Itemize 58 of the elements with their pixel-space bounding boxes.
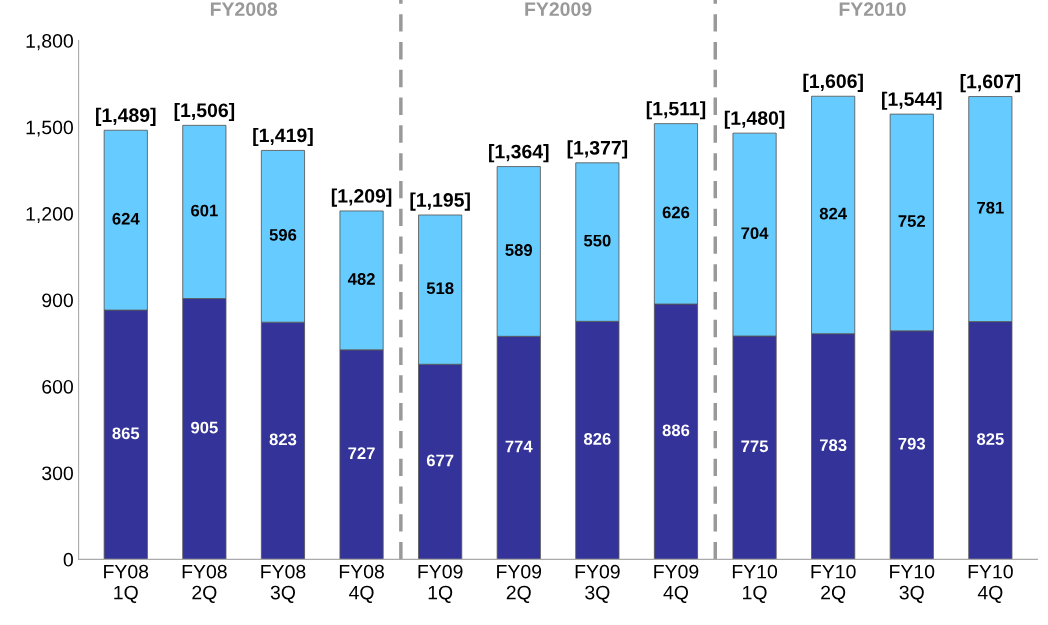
x-tick-label: FY09 2Q	[497, 564, 542, 603]
y-tick-label: 300	[42, 466, 73, 481]
total-label: [1,480]	[724, 110, 785, 129]
data-label: 601	[191, 204, 218, 217]
data-label: 793	[898, 437, 926, 450]
x-tick-label: FY08 3Q	[261, 564, 306, 603]
x-tick-label: FY10 4Q	[968, 564, 1013, 603]
total-label: [1,419]	[253, 127, 313, 147]
x-tick-label: FY08 1Q	[104, 564, 149, 603]
x-tick-label: FY10 3Q	[890, 564, 935, 603]
data-label: 823	[269, 433, 297, 446]
data-label: 550	[583, 234, 611, 247]
data-label: 677	[426, 454, 454, 467]
x-tick-label: FY09 1Q	[418, 564, 463, 603]
text: FY2009	[525, 2, 592, 17]
y-tick-label: 1,800	[26, 34, 73, 51]
y-tick-label: 600	[42, 379, 73, 394]
total-label: [1,195]	[410, 192, 470, 211]
data-label: 752	[898, 215, 925, 227]
x-tick-label: FY09 3Q	[575, 564, 620, 603]
y-tick-label: 900	[42, 293, 73, 308]
x-tick-label: FY10 2Q	[811, 564, 856, 603]
total-label: [1,489]	[96, 107, 156, 126]
data-label: 886	[662, 424, 690, 437]
data-label: 781	[977, 201, 1004, 214]
x-tick-label: FY08 2Q	[182, 564, 227, 603]
data-label: 482	[347, 273, 375, 285]
data-label: 518	[426, 282, 454, 295]
total-label: [1,506]	[174, 102, 235, 122]
data-label: 824	[819, 207, 847, 220]
data-label: 905	[191, 421, 218, 434]
data-label: 826	[583, 433, 611, 445]
total-label: [1,607]	[960, 74, 1021, 93]
y-tick-label: 1,200	[26, 207, 73, 224]
data-label: 727	[348, 447, 375, 459]
x-tick-label: FY09 4Q	[654, 564, 699, 603]
data-label: 704	[741, 227, 769, 240]
data-label: 589	[505, 244, 533, 256]
total-label: [1,209]	[331, 188, 392, 207]
data-label: 626	[662, 206, 690, 219]
data-label: 865	[112, 427, 140, 440]
data-label: 774	[505, 440, 533, 453]
total-label: [1,377]	[567, 140, 628, 159]
y-tick-label: 1,500	[26, 120, 73, 137]
total-label: [1,511]	[646, 101, 706, 120]
text: FY2010	[839, 2, 906, 17]
total-label: [1,364]	[489, 144, 549, 163]
data-label: 596	[269, 228, 297, 241]
data-label: 825	[976, 433, 1004, 445]
total-label: [1,544]	[882, 91, 942, 110]
data-label: 624	[112, 212, 140, 225]
data-label: 775	[741, 440, 768, 453]
text: FY2008	[210, 2, 278, 17]
x-tick-label: FY10 1Q	[732, 564, 778, 603]
data-label: 783	[819, 439, 847, 452]
x-tick-label: FY08 4Q	[339, 564, 384, 603]
total-label: [1,606]	[803, 73, 863, 92]
y-tick-label: 0	[63, 552, 73, 567]
